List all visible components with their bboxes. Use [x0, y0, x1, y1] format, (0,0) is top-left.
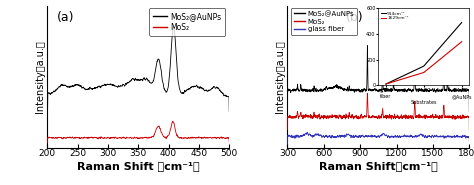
Text: (b): (b) [346, 11, 363, 24]
Text: (a): (a) [56, 11, 74, 24]
X-axis label: Raman Shift（cm⁻¹）: Raman Shift（cm⁻¹） [319, 161, 438, 171]
Y-axis label: Intensity（a.u.）: Intensity（a.u.） [35, 40, 45, 113]
Legend: MoS₂@AuNPs, MoS₂, glass fiber: MoS₂@AuNPs, MoS₂, glass fiber [291, 8, 357, 35]
X-axis label: Raman Shift （cm⁻¹）: Raman Shift （cm⁻¹） [77, 161, 200, 171]
Legend: MoS₂@AuNPs, MoS₂: MoS₂@AuNPs, MoS₂ [149, 8, 226, 36]
Y-axis label: Intensity（a.u.）: Intensity（a.u.） [274, 40, 285, 113]
